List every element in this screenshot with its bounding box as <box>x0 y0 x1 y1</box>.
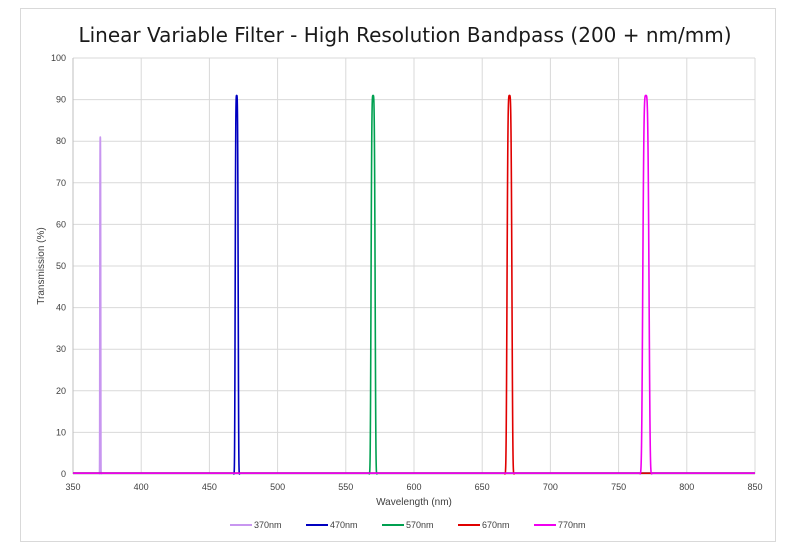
legend-label-470nm: 470nm <box>330 520 358 530</box>
legend-label-770nm: 770nm <box>558 520 586 530</box>
series-lines <box>72 94 756 475</box>
axes: 0 10 20 30 40 50 60 70 80 90 100 350 400 450 500 550 600… <box>51 53 763 492</box>
x-tick-label: 750 <box>611 482 626 492</box>
x-tick-label: 650 <box>475 482 490 492</box>
legend-label-670nm: 670nm <box>482 520 510 530</box>
x-tick-label: 700 <box>543 482 558 492</box>
grid-lines <box>72 57 756 475</box>
x-tick-label: 450 <box>202 482 217 492</box>
legend-label-370nm: 370nm <box>254 520 282 530</box>
y-tick-label: 100 <box>51 53 66 63</box>
y-tick-label: 40 <box>56 303 66 313</box>
y-tick-label: 30 <box>56 344 66 354</box>
y-axis-label: Transmission (%) <box>36 227 47 304</box>
y-tick-label: 50 <box>56 261 66 271</box>
y-tick-label: 90 <box>56 95 66 105</box>
x-tick-label: 500 <box>270 482 285 492</box>
y-tick-label: 0 <box>61 469 66 479</box>
y-tick-label: 70 <box>56 178 66 188</box>
x-tick-label: 550 <box>338 482 353 492</box>
series-line-770nm <box>72 94 756 475</box>
y-tick-label: 60 <box>56 219 66 229</box>
legend: 370nm 470nm 570nm 670nm 770nm <box>230 520 586 530</box>
x-axis-label: Wavelength (nm) <box>376 497 452 508</box>
x-tick-label: 600 <box>406 482 421 492</box>
y-tick-label: 80 <box>56 136 66 146</box>
x-tick-label: 800 <box>679 482 694 492</box>
x-tick-label: 400 <box>134 482 149 492</box>
chart-title: Linear Variable Filter - High Resolution… <box>78 23 731 47</box>
y-tick-label: 10 <box>56 427 66 437</box>
y-tick-label: 20 <box>56 386 66 396</box>
x-tick-label: 850 <box>747 482 762 492</box>
x-tick-label: 350 <box>65 482 80 492</box>
legend-label-570nm: 570nm <box>406 520 434 530</box>
